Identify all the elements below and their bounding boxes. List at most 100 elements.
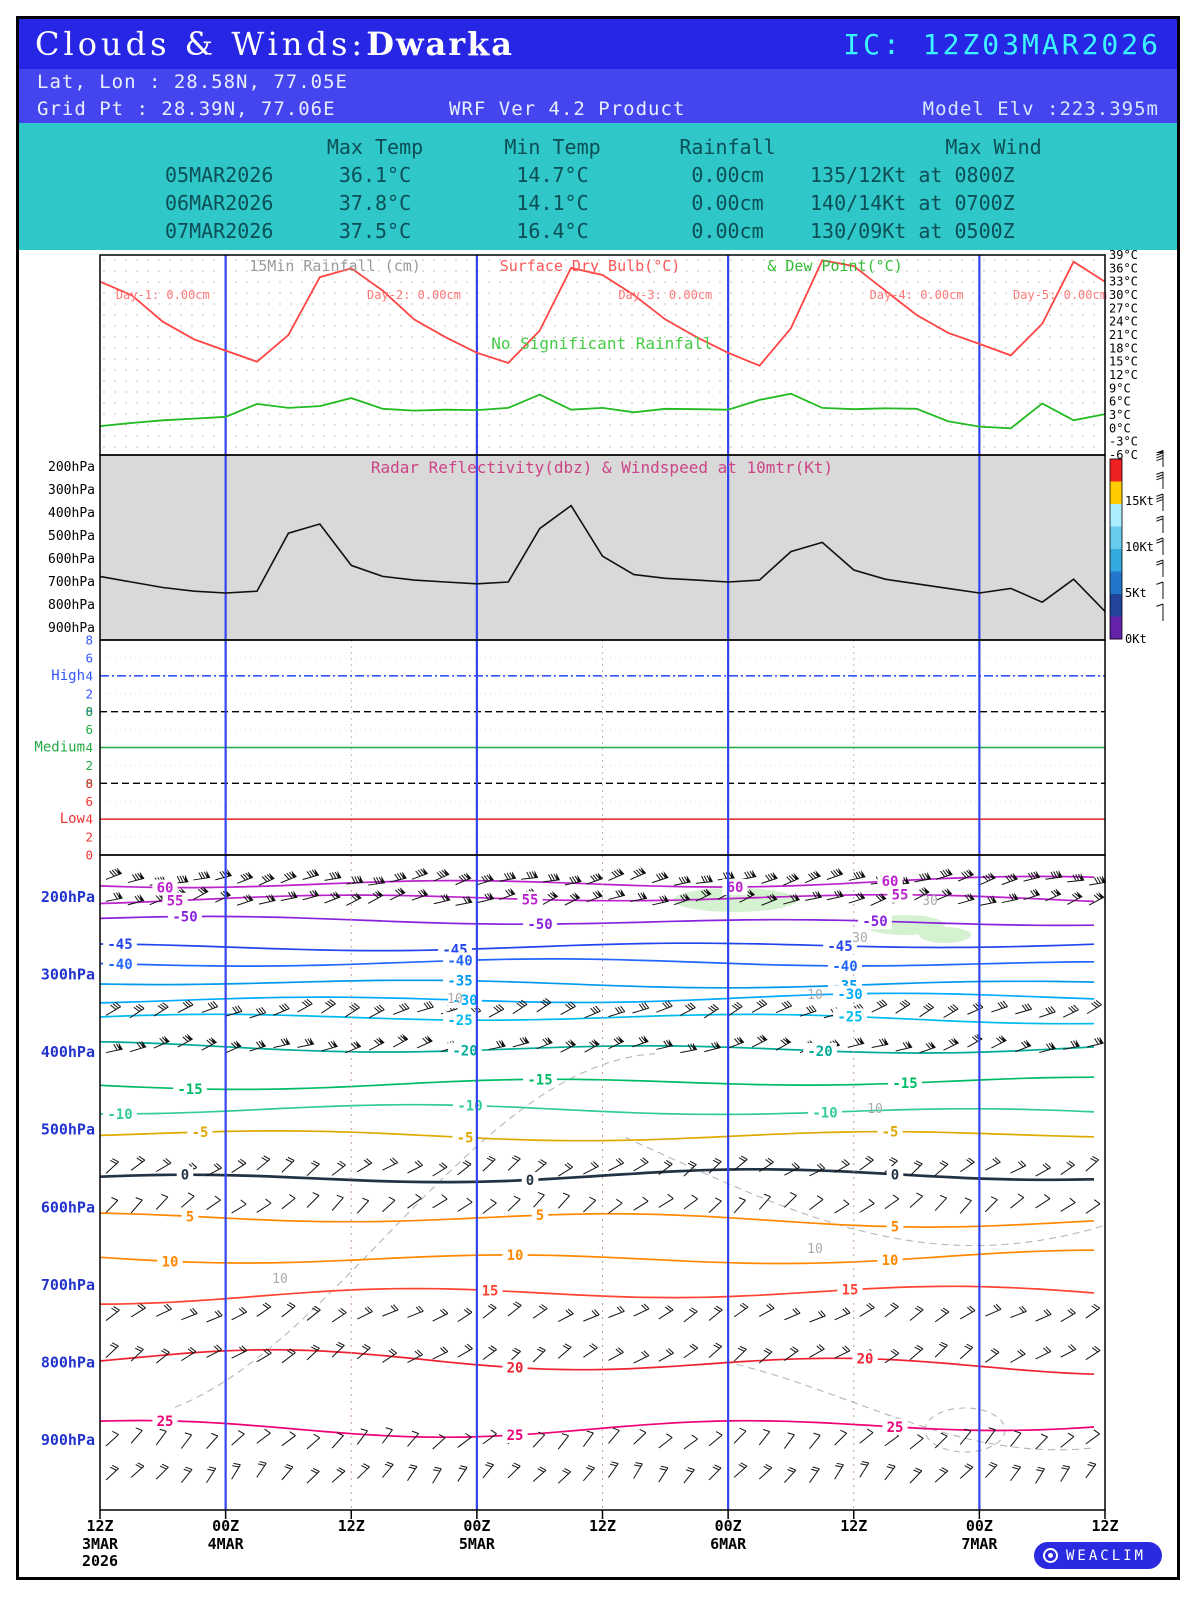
contour-55	[99, 893, 1095, 905]
page-title: Clouds & Winds:	[35, 25, 367, 63]
radar-panel: Radar Reflectivity(dbz) & Windspeed at 1…	[48, 450, 1164, 646]
contour-20	[99, 1348, 1095, 1376]
temp-ytick: 9°C	[1109, 381, 1131, 395]
contour-value-label: 5	[536, 1208, 544, 1224]
x-date-label: 7MAR	[961, 1535, 998, 1553]
contour-value-label: 5	[891, 1220, 899, 1236]
contour-value-label: -40	[832, 959, 857, 975]
temp-ytick: 21°C	[1109, 328, 1138, 342]
pressure-ytick: 600hPa	[41, 1198, 95, 1216]
radar-pressure-ytick: 500hPa	[48, 529, 95, 544]
summary-row-2: 06MAR2026 37.8°C 14.1°C 0.00cm 140/14Kt …	[165, 191, 1015, 215]
logo-ring-icon	[1042, 1548, 1058, 1563]
contour-value-label: -20	[807, 1044, 832, 1060]
temp-ytick: -6°C	[1109, 448, 1138, 462]
colorbar-segment	[1110, 616, 1122, 640]
radar-pressure-ytick: 800hPa	[48, 598, 95, 613]
pressure-ytick: 700hPa	[41, 1276, 95, 1294]
dry-bulb-curve	[99, 259, 1106, 367]
radar-pressure-ytick: 900hPa	[48, 621, 95, 636]
x-tick-label: 00Z	[212, 1517, 239, 1535]
contour--40	[99, 958, 1095, 967]
day-rain-label: Day-1: 0.00cm	[116, 288, 210, 302]
logo-text: WEACLIM	[1065, 1547, 1146, 1564]
contour--30	[99, 992, 1095, 1004]
header: Clouds & Winds: Dwarka IC: 12Z03MAR2026	[19, 19, 1177, 69]
init-condition-label: IC: 12Z03MAR2026	[843, 27, 1161, 61]
contour-value-label: 0	[526, 1173, 534, 1189]
radar-pressure-ytick: 700hPa	[48, 575, 95, 590]
outer-frame	[16, 16, 1180, 1580]
contour-value-label: -20	[452, 1044, 477, 1060]
contour--5	[99, 1130, 1095, 1142]
pressure-ytick: 300hPa	[41, 966, 95, 984]
contour-value-label: -40	[107, 957, 132, 973]
contour-value-label: 0	[181, 1168, 189, 1184]
temp-ytick: 39°C	[1109, 248, 1138, 262]
wind-barb-row	[105, 1461, 1097, 1484]
contour-value-label: -10	[107, 1107, 132, 1123]
contour-value-label: -30	[452, 993, 477, 1009]
contour-10	[99, 1249, 1095, 1265]
wind-barb-row	[105, 1191, 1101, 1214]
wind-barb-row	[105, 1155, 1099, 1177]
contour-value-label: 25	[507, 1428, 524, 1444]
col-max-temp: Max Temp	[326, 135, 424, 159]
cloud-section-label: Medium	[34, 740, 85, 756]
model-elev-label: Model Elv :223.395m	[922, 98, 1159, 120]
pressure-ytick: 900hPa	[41, 1431, 95, 1449]
x-tick-label: 12Z	[338, 1517, 365, 1535]
x-tick-label: 12Z	[1091, 1517, 1118, 1535]
contour-value-label: 10	[162, 1254, 179, 1270]
temp-ytick: 0°C	[1109, 421, 1131, 435]
radar-pressure-ytick: 300hPa	[48, 483, 95, 498]
temp-ytick: 36°C	[1109, 261, 1138, 275]
col-rainfall: Rainfall	[679, 135, 776, 159]
rh-contour	[174, 1053, 656, 1408]
contour-value-label: 5	[186, 1209, 194, 1225]
contour-value-label: 60	[882, 874, 899, 890]
gridpt-label: Grid Pt : 28.39N, 77.06E	[37, 98, 336, 120]
cloud-section-label: Low	[60, 811, 86, 827]
x-year-label: 2026	[82, 1552, 118, 1567]
cloud-ytick: 6	[85, 650, 93, 665]
contour-60	[99, 875, 1095, 889]
colorbar-label: 15Kt	[1125, 494, 1154, 508]
panel1-title-dewpoint: & Dew Point(°C)	[767, 257, 902, 275]
temp-ytick: 12°C	[1109, 368, 1138, 382]
cloud-ytick: 4	[85, 812, 93, 827]
colorbar-label: 10Kt	[1125, 540, 1154, 554]
contour-value-label: 60	[727, 880, 744, 896]
summary-row-3: 07MAR2026 37.5°C 16.4°C 0.00cm 130/09Kt …	[165, 219, 1015, 243]
colorbar-segment	[1110, 526, 1122, 550]
contour-value-label: -10	[457, 1099, 482, 1115]
radar-pressure-ytick: 400hPa	[48, 506, 95, 521]
contour-15	[100, 1285, 1095, 1305]
temp-ytick: 3°C	[1109, 408, 1131, 422]
day-rain-label: Day-5: 0.00cm	[1013, 288, 1107, 302]
contour-value-label: -25	[837, 1009, 862, 1025]
rh-value-label: 10	[867, 1102, 883, 1117]
wind-barb-row	[105, 998, 1102, 1019]
x-date-label: 6MAR	[710, 1535, 747, 1553]
cloud-ytick: 4	[85, 740, 93, 755]
colorbar-segment	[1110, 459, 1122, 482]
rain-temp-panel: 39°C36°C33°C30°C27°C24°C21°C18°C15°C12°C…	[99, 248, 1138, 462]
radar-pressure-ytick: 600hPa	[48, 552, 95, 567]
gridpt-row: Grid Pt : 28.39N, 77.06E WRF Ver 4.2 Pro…	[19, 95, 1177, 123]
cloud-ytick: 8	[85, 633, 93, 648]
cloud-ytick: 6	[85, 794, 93, 809]
contour-value-label: 20	[507, 1361, 524, 1377]
contour-value-label: -45	[827, 939, 852, 955]
contour-value-label: -15	[527, 1072, 552, 1088]
no-rainfall-annotation: No Significant Rainfall	[491, 334, 713, 353]
contour-value-label: 55	[167, 894, 184, 910]
contour-value-label: 55	[892, 888, 909, 904]
contour-value-label: 25	[887, 1420, 904, 1436]
radar-panel-bg	[100, 455, 1105, 640]
contour-value-label: 60	[157, 881, 174, 897]
